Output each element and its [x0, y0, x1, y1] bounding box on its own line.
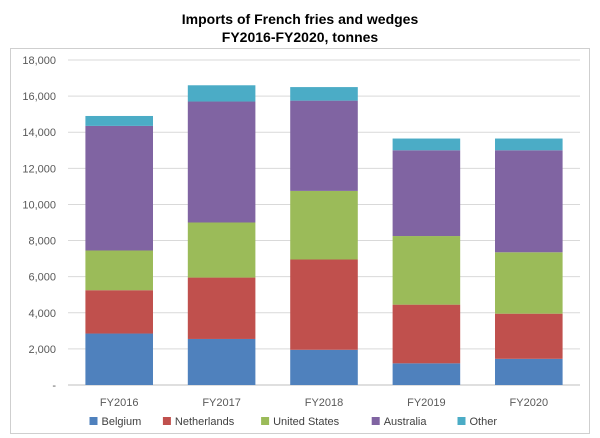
bar-segment	[187, 277, 256, 339]
bar-segment	[495, 150, 563, 253]
y-tick-label: 2,000	[28, 344, 56, 356]
bar-segment	[187, 85, 256, 102]
bar-segment	[85, 125, 153, 251]
bar-segment	[85, 333, 153, 385]
bar-segment	[392, 150, 461, 237]
chart-subtitle: FY2016-FY2020, tonnes	[221, 29, 379, 45]
legend-label: Netherlands	[175, 416, 235, 428]
chart-frame	[10, 48, 590, 434]
bar-segment	[392, 304, 461, 364]
y-tick-label: 16,000	[22, 91, 56, 103]
legend-swatch	[261, 417, 270, 425]
legend-label: Australia	[384, 416, 428, 428]
x-tick-label: FY2016	[100, 397, 139, 409]
legend-swatch	[89, 417, 98, 425]
bar-segment	[85, 290, 153, 334]
bar-segment	[392, 138, 461, 151]
y-tick-label: 6,000	[28, 272, 56, 284]
bar-segment	[290, 349, 358, 385]
y-tick-label: 4,000	[28, 308, 56, 320]
bar-segment	[495, 313, 563, 359]
y-tick-label: 8,000	[28, 236, 56, 248]
x-tick-label: FY2019	[407, 397, 446, 409]
legend-swatch	[457, 417, 466, 425]
bar-segment	[495, 138, 563, 151]
bar-segment	[392, 236, 461, 305]
x-tick-label: FY2017	[202, 397, 241, 409]
chart-title: Imports of French fries and wedges	[181, 11, 419, 27]
bar-segment	[392, 363, 461, 385]
bar-segment	[187, 338, 256, 385]
legend-label: Other	[470, 416, 498, 428]
x-tick-label: FY2020	[510, 397, 549, 409]
y-tick-label: -	[52, 380, 56, 392]
legend-swatch	[162, 417, 171, 425]
bar-segment	[290, 190, 358, 260]
y-tick-label: 14,000	[22, 127, 56, 139]
y-tick-label: 18,000	[22, 55, 56, 67]
bar-segment	[187, 222, 256, 278]
bar-segment	[187, 101, 256, 223]
y-tick-label: 10,000	[22, 199, 56, 211]
bar-segment	[290, 87, 358, 101]
bar-segment	[85, 250, 153, 291]
legend-swatch	[371, 417, 380, 425]
y-tick-label: 12,000	[22, 163, 56, 175]
bar-segment	[290, 259, 358, 350]
bar-segment	[290, 100, 358, 191]
legend-label: United States	[273, 416, 340, 428]
bar-segment	[85, 115, 153, 126]
x-tick-label: FY2018	[305, 397, 344, 409]
legend-label: Belgium	[102, 416, 142, 428]
bar-segment	[495, 252, 563, 314]
bar-segment	[495, 358, 563, 385]
